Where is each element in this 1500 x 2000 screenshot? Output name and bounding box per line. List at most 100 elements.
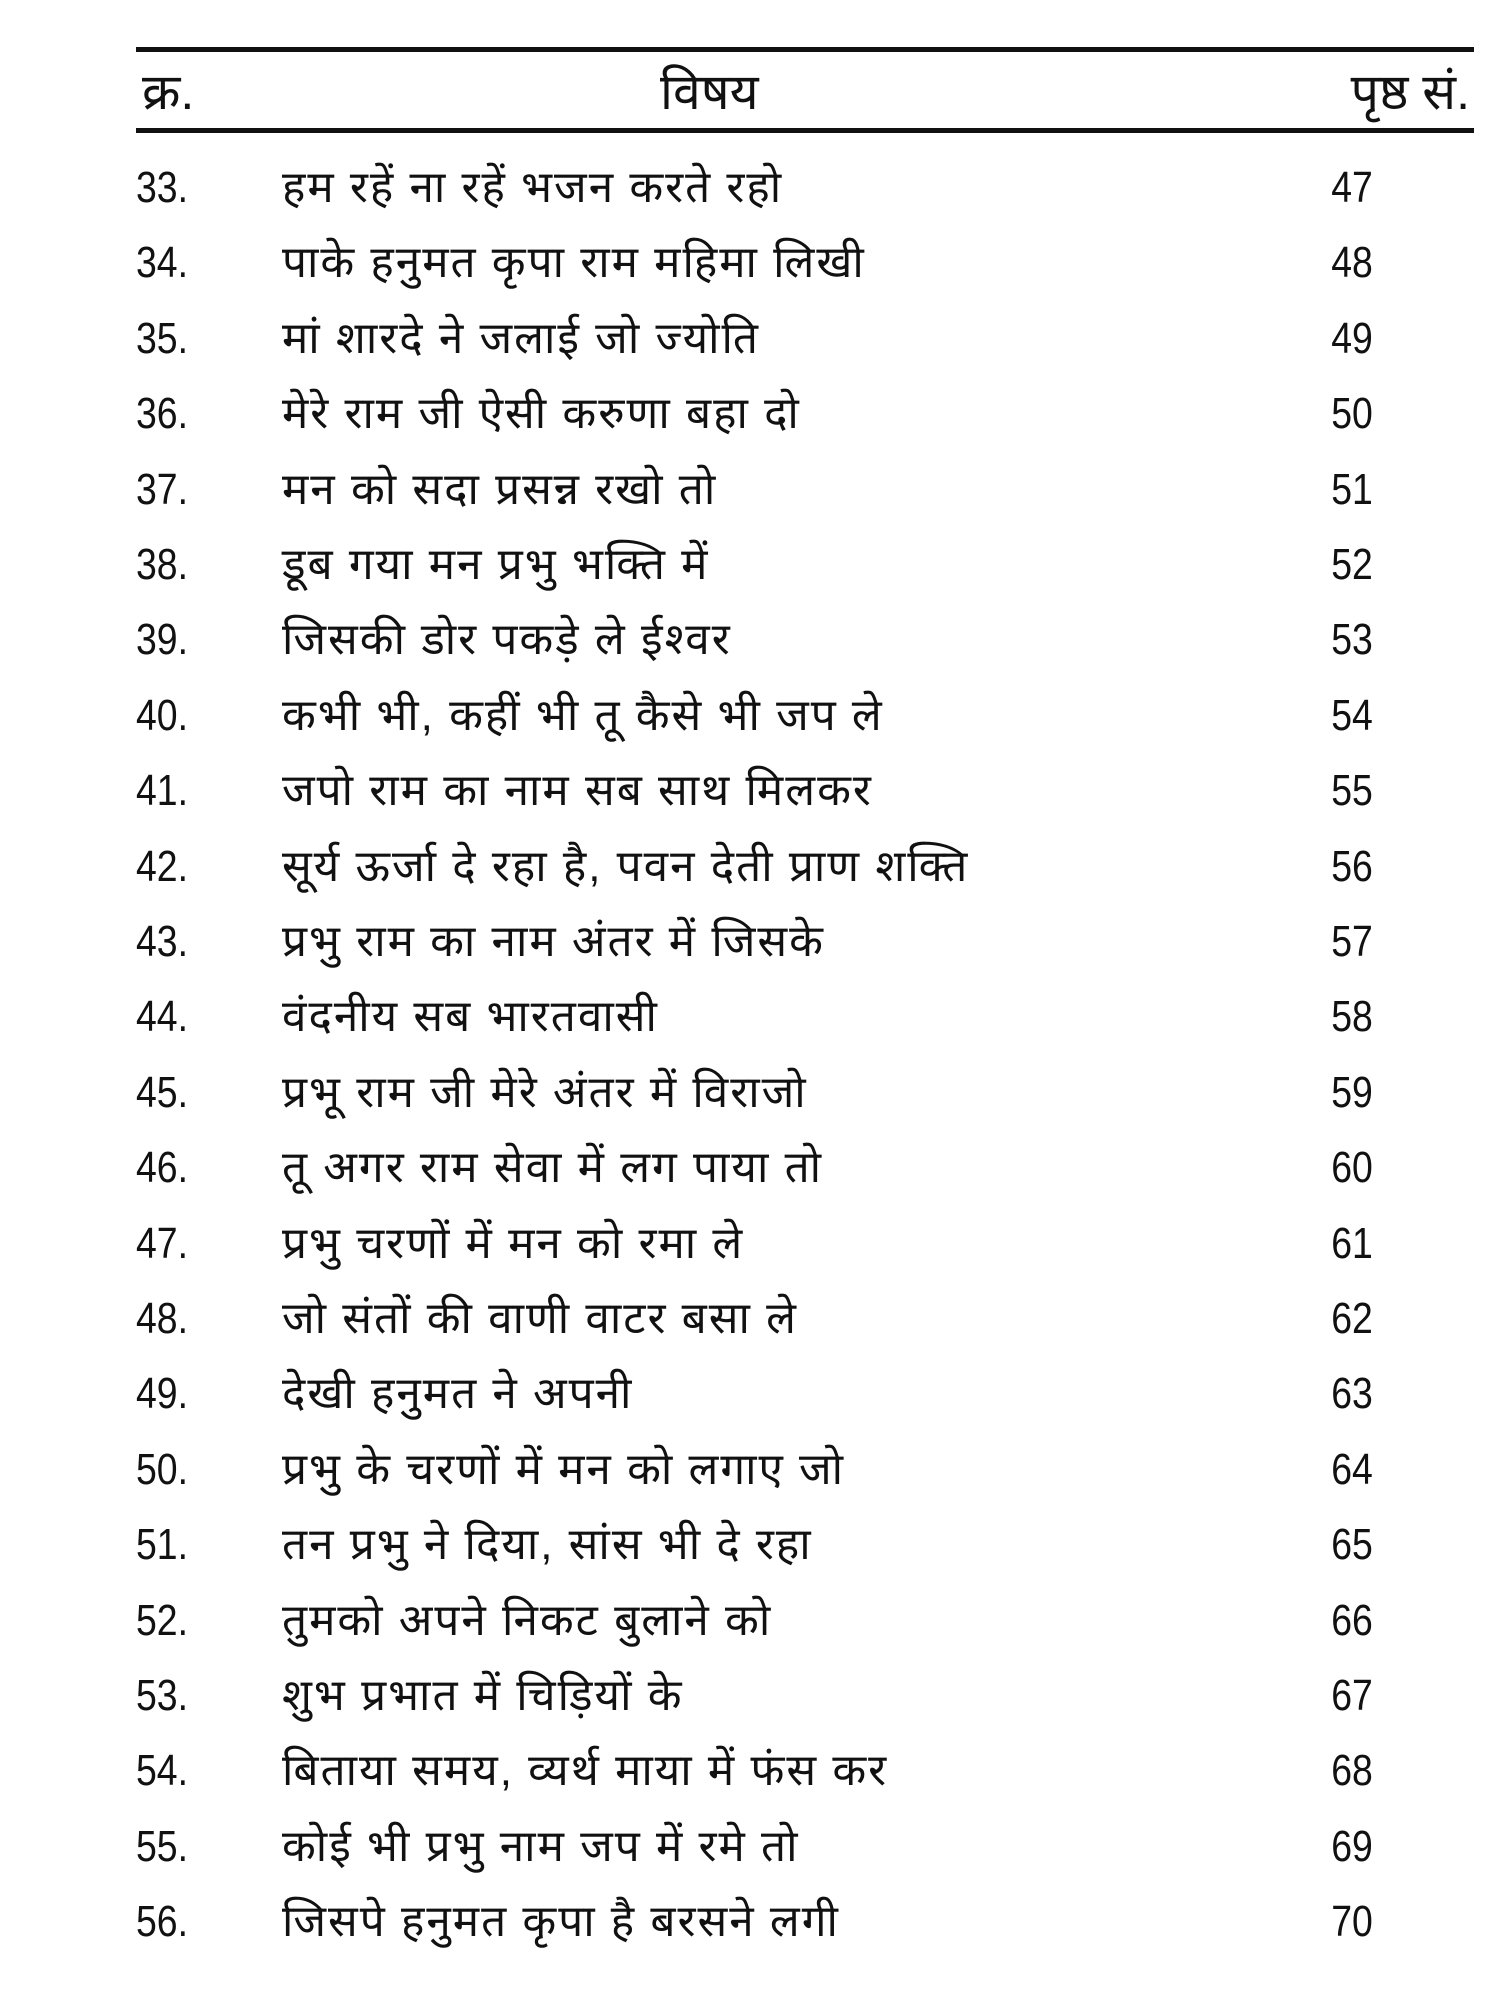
entry-number: 45.: [136, 1067, 188, 1117]
entry-title: प्रभु चरणों में मन को रमा ले: [282, 1218, 745, 1268]
entry-number: 47.: [136, 1218, 188, 1268]
entry-number: 51.: [136, 1520, 188, 1570]
entry-number: 33.: [136, 163, 188, 212]
table-row: 52. तुमको अपने निकट बुलाने को 66: [0, 1583, 1500, 1658]
entry-title: प्रभु राम का नाम अंतर में जिसके: [282, 917, 825, 966]
entry-page: 60: [1331, 1143, 1373, 1193]
entry-title: मेरे राम जी ऐसी करुणा बहा दो: [282, 389, 801, 439]
entry-title: प्रभु के चरणों में मन को लगाए जो: [282, 1444, 846, 1494]
entry-number: 36.: [136, 389, 188, 439]
table-row: 48. जो संतों की वाणी वाटर बसा ले 62: [0, 1281, 1500, 1356]
header-title: विषय: [660, 64, 759, 120]
entry-page: 62: [1331, 1294, 1373, 1343]
entry-page: 51: [1331, 464, 1373, 514]
entry-title: देखी हनुमत ने अपनी: [282, 1369, 634, 1419]
entry-number: 50.: [136, 1444, 188, 1494]
header-rule: [136, 128, 1474, 133]
entry-number: 39.: [136, 615, 188, 665]
entry-title: हम रहें ना रहें भजन करते रहो: [282, 163, 784, 212]
entry-title: तन प्रभु ने दिया, सांस भी दे रहा: [282, 1520, 813, 1570]
entry-page: 55: [1331, 766, 1373, 816]
table-row: 42. सूर्य ऊर्जा दे रहा है, पवन देती प्राण…: [0, 829, 1500, 904]
entry-page: 69: [1331, 1821, 1373, 1871]
table-row: 56. जिसपे हनुमत कृपा है बरसने लगी 70: [0, 1884, 1500, 1959]
entry-number: 55.: [136, 1821, 188, 1871]
table-row: 41. जपो राम का नाम सब साथ मिलकर 55: [0, 753, 1500, 828]
entry-number: 44.: [136, 992, 188, 1042]
entry-number: 54.: [136, 1746, 188, 1796]
entry-page: 48: [1331, 238, 1373, 288]
entry-title: शुभ प्रभात में चिड़ियों के: [282, 1671, 684, 1720]
entry-page: 47: [1331, 163, 1373, 212]
entry-number: 37.: [136, 464, 188, 514]
table-row: 44. वंदनीय सब भारतवासी 58: [0, 979, 1500, 1054]
entry-number: 52.: [136, 1595, 188, 1645]
table-row: 53. शुभ प्रभात में चिड़ियों के 67: [0, 1658, 1500, 1733]
entry-title: मां शारदे ने जलाई जो ज्योति: [282, 313, 761, 363]
entry-number: 46.: [136, 1143, 188, 1193]
table-row: 55. कोई भी प्रभु नाम जप में रमे तो 69: [0, 1809, 1500, 1884]
entry-page: 63: [1331, 1369, 1373, 1419]
entry-number: 35.: [136, 313, 188, 363]
entry-page: 67: [1331, 1671, 1373, 1720]
header-page: पृष्ठ सं.: [1350, 64, 1470, 120]
entry-number: 42.: [136, 841, 188, 891]
entry-page: 52: [1331, 540, 1373, 589]
entry-title: जो संतों की वाणी वाटर बसा ले: [282, 1294, 798, 1343]
table-row: 38. डूब गया मन प्रभु भक्ति में 52: [0, 527, 1500, 602]
table-row: 47. प्रभु चरणों में मन को रमा ले 61: [0, 1206, 1500, 1281]
table-row: 35. मां शारदे ने जलाई जो ज्योति 49: [0, 301, 1500, 376]
entry-title: डूब गया मन प्रभु भक्ति में: [282, 540, 710, 589]
entry-page: 54: [1331, 690, 1373, 740]
entry-number: 53.: [136, 1671, 188, 1720]
table-row: 33. हम रहें ना रहें भजन करते रहो 47: [0, 150, 1500, 225]
entry-number: 56.: [136, 1897, 188, 1947]
entry-page: 70: [1331, 1897, 1373, 1947]
entry-title: कभी भी, कहीं भी तू कैसे भी जप ले: [282, 690, 884, 740]
table-row: 37. मन को सदा प्रसन्न रखो तो 51: [0, 452, 1500, 527]
entry-number: 38.: [136, 540, 188, 589]
entry-page: 68: [1331, 1746, 1373, 1796]
entry-number: 43.: [136, 917, 188, 966]
entry-title: वंदनीय सब भारतवासी: [282, 992, 659, 1042]
table-row: 36. मेरे राम जी ऐसी करुणा बहा दो 50: [0, 376, 1500, 451]
entry-title: तुमको अपने निकट बुलाने को: [282, 1595, 773, 1645]
entry-title: तू अगर राम सेवा में लग पाया तो: [282, 1143, 824, 1193]
entry-title: जपो राम का नाम सब साथ मिलकर: [282, 766, 873, 816]
entry-page: 57: [1331, 917, 1373, 966]
entry-title: बिताया समय, व्यर्थ माया में फंस कर: [282, 1746, 889, 1796]
entry-page: 64: [1331, 1444, 1373, 1494]
table-row: 46. तू अगर राम सेवा में लग पाया तो 60: [0, 1130, 1500, 1205]
entry-number: 34.: [136, 238, 188, 288]
entry-title: प्रभू राम जी मेरे अंतर में विराजो: [282, 1067, 808, 1117]
entry-page: 58: [1331, 992, 1373, 1042]
entry-page: 65: [1331, 1520, 1373, 1570]
entry-page: 50: [1331, 389, 1373, 439]
entry-title: सूर्य ऊर्जा दे रहा है, पवन देती प्राण शक…: [282, 841, 970, 891]
entry-page: 59: [1331, 1067, 1373, 1117]
entry-title: जिसकी डोर पकड़े ले ईश्वर: [282, 615, 732, 665]
entry-page: 53: [1331, 615, 1373, 665]
entry-title: कोई भी प्रभु नाम जप में रमे तो: [282, 1821, 800, 1871]
table-row: 45. प्रभू राम जी मेरे अंतर में विराजो 59: [0, 1055, 1500, 1130]
entry-number: 40.: [136, 690, 188, 740]
entry-number: 49.: [136, 1369, 188, 1419]
table-row: 49. देखी हनुमत ने अपनी 63: [0, 1356, 1500, 1431]
top-rule: [136, 47, 1474, 52]
table-row: 40. कभी भी, कहीं भी तू कैसे भी जप ले 54: [0, 678, 1500, 753]
entry-page: 66: [1331, 1595, 1373, 1645]
table-row: 39. जिसकी डोर पकड़े ले ईश्वर 53: [0, 602, 1500, 677]
entry-title: मन को सदा प्रसन्न रखो तो: [282, 464, 718, 514]
entry-title: पाके हनुमत कृपा राम महिमा लिखी: [282, 238, 866, 288]
entry-page: 56: [1331, 841, 1373, 891]
table-row: 51. तन प्रभु ने दिया, सांस भी दे रहा 65: [0, 1507, 1500, 1582]
entry-page: 61: [1331, 1218, 1373, 1268]
table-row: 54. बिताया समय, व्यर्थ माया में फंस कर 68: [0, 1733, 1500, 1808]
entry-number: 48.: [136, 1294, 188, 1343]
entry-number: 41.: [136, 766, 188, 816]
entry-title: जिसपे हनुमत कृपा है बरसने लगी: [282, 1897, 840, 1947]
table-row: 43. प्रभु राम का नाम अंतर में जिसके 57: [0, 904, 1500, 979]
header-number: क्र.: [142, 64, 195, 120]
table-row: 50. प्रभु के चरणों में मन को लगाए जो 64: [0, 1432, 1500, 1507]
entry-page: 49: [1331, 313, 1373, 363]
